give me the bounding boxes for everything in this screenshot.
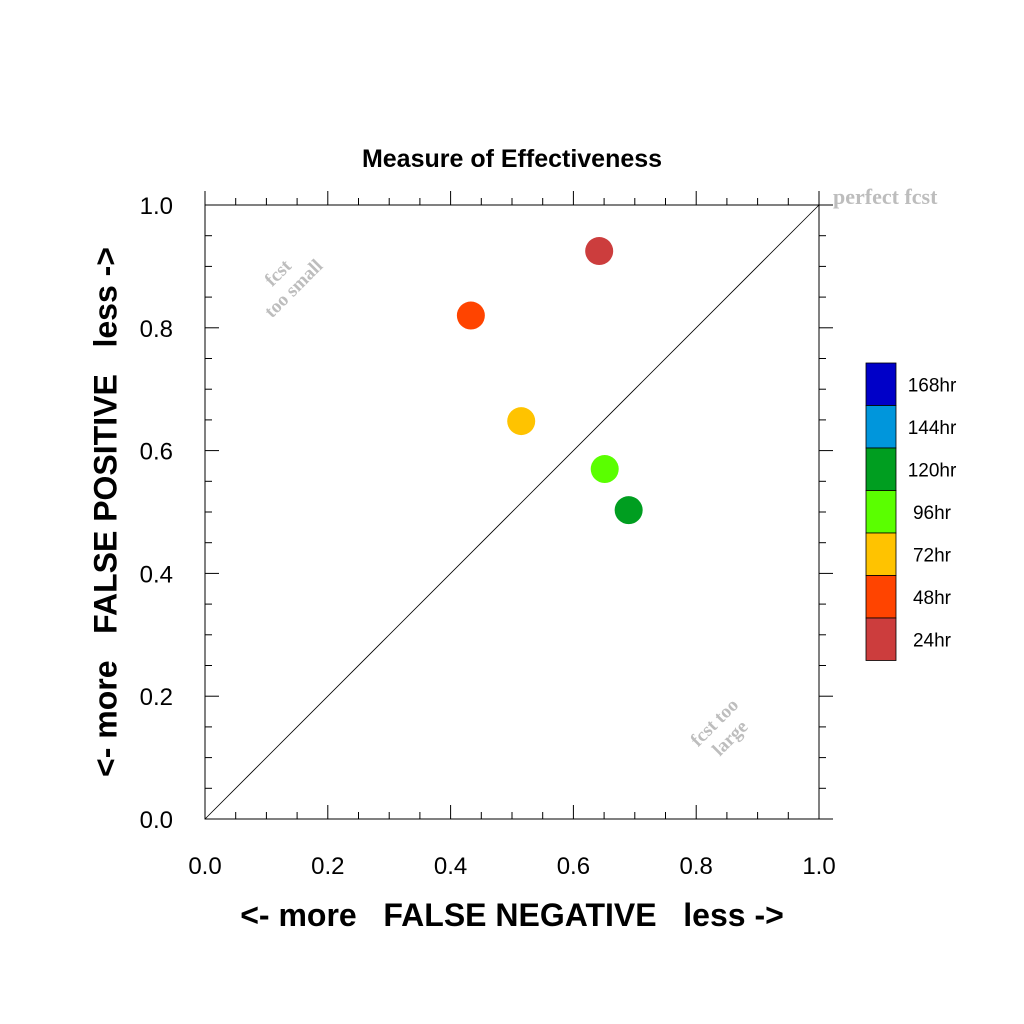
legend-label-96hr: 96hr [913,503,952,524]
legend-swatch-168hr [865,362,897,406]
x-tick-label: 1.0 [802,853,835,880]
y-tick-label: 0.8 [140,316,173,343]
x-tick-label: 0.0 [188,853,221,880]
legend-label-48hr: 48hr [913,588,952,609]
data-point-120hr [614,496,643,525]
y-tick-label: 0.6 [140,439,173,466]
y-tick-label: 1.0 [140,193,173,220]
annotation-too-large: fcst too large [687,695,753,761]
legend-swatch-144hr [865,405,897,449]
x-tick-label: 0.8 [680,853,713,880]
legend-swatch-48hr [865,575,897,619]
x-tick-label: 0.2 [311,853,344,880]
data-point-48hr [456,301,485,330]
x-tick-label: 0.4 [434,853,467,880]
perfect-forecast-diagonal [204,204,820,820]
legend-swatch-72hr [865,532,897,576]
legend-label-168hr: 168hr [908,375,957,396]
data-point-72hr [507,407,536,436]
data-point-96hr [590,455,619,484]
legend: 168hr 144hr 120hr 96hr 72hr 48hr 24hr [865,362,957,661]
chart-title: Measure of Effectiveness [362,145,662,173]
y-tick-label: 0.2 [140,684,173,711]
x-tick-label: 0.6 [557,853,590,880]
legend-label-72hr: 72hr [913,545,952,566]
y-tick-label: 0.0 [140,807,173,834]
legend-label-24hr: 24hr [913,630,952,651]
x-axis-label: <- more FALSE NEGATIVE less -> [240,897,784,933]
legend-label-144hr: 144hr [908,418,957,439]
legend-swatch-24hr [865,617,897,661]
y-tick-label: 0.4 [140,561,173,588]
y-axis-label: <- more FALSE POSITIVE less -> [87,247,123,777]
legend-swatch-120hr [865,447,897,491]
annotation-too-small: fcst too small [261,255,328,322]
axes: 0.0 0.2 0.4 0.6 0.8 1.0 0.0 0.2 0.4 0.6 0.8 1.0 [140,191,836,880]
data-point-24hr [585,237,614,266]
legend-label-120hr: 120hr [908,460,957,481]
annotation-perfect-fcst: perfect fcst [833,184,938,209]
data-points [456,237,643,525]
legend-swatch-96hr [865,490,897,534]
